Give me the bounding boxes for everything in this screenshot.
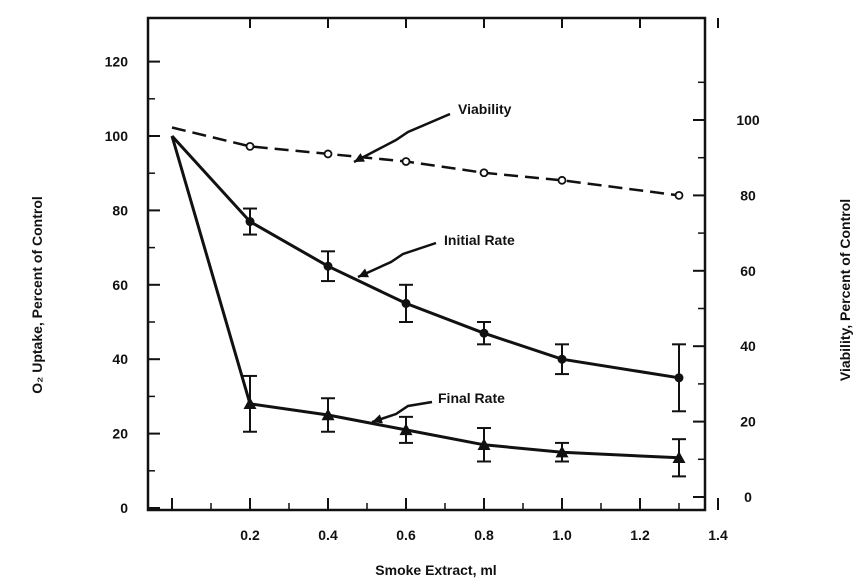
y-tick-label: 40 xyxy=(112,351,128,367)
annotation-viability: Viability xyxy=(458,101,512,117)
initial-rate-arrow xyxy=(357,241,437,279)
x-tick-label: 0.6 xyxy=(396,527,416,543)
y2-tick-label: 60 xyxy=(740,263,756,279)
y-tick-label: 20 xyxy=(112,426,128,442)
y2-tick-label: 100 xyxy=(736,112,760,128)
data-point-initial-rate xyxy=(323,261,333,271)
data-point-viability xyxy=(323,149,333,159)
y-tick-label: 100 xyxy=(105,128,129,144)
annotation-final-rate: Final Rate xyxy=(438,390,505,406)
data-point-final-rate xyxy=(321,408,335,421)
series-line-2 xyxy=(170,135,680,460)
data-point-viability xyxy=(479,168,489,178)
data-point-final-rate xyxy=(477,438,491,450)
y2-tick-label: 80 xyxy=(740,187,756,203)
data-point-initial-rate xyxy=(479,328,489,338)
series-line-1 xyxy=(170,134,680,380)
y-axis-ticks: 0 20 40 60 80 100 120 xyxy=(105,54,160,516)
y2-axis-ticks: 0 20 40 60 80 100 xyxy=(693,81,760,505)
data-point-viability xyxy=(674,190,684,200)
data-point-initial-rate xyxy=(245,217,255,227)
x-tick-label: 1.0 xyxy=(552,527,572,543)
data-point-initial-rate xyxy=(674,373,684,383)
x-tick-label: 0.4 xyxy=(318,527,338,543)
x-axis-title: Smoke Extract, ml xyxy=(375,562,496,578)
data-point-viability xyxy=(557,175,567,185)
data-point-final-rate xyxy=(555,445,569,458)
series-line-0 xyxy=(171,126,680,197)
y-axis-title: O₂ Uptake, Percent of Control xyxy=(29,196,45,394)
final-rate-arrow-head xyxy=(372,414,383,424)
y2-tick-label: 20 xyxy=(740,414,756,430)
x-tick-label: 1.2 xyxy=(630,527,650,543)
viability-arrow-head xyxy=(354,153,365,162)
viability-arrow xyxy=(353,112,451,164)
data-point-final-rate xyxy=(672,451,686,463)
y-tick-label: 60 xyxy=(112,277,128,293)
x-tick-label: 1.4 xyxy=(708,527,728,543)
y2-tick-label: 0 xyxy=(744,489,752,505)
plot-border xyxy=(146,16,707,512)
series-layer xyxy=(170,126,686,478)
y2-tick-label: 40 xyxy=(740,338,756,354)
x-axis-ticks: 0.2 0.4 0.6 0.8 1.0 1.2 1.4 xyxy=(171,18,728,543)
data-point-final-rate xyxy=(243,397,257,409)
data-point-viability xyxy=(245,141,255,151)
y2-axis-title: Viability, Percent of Control xyxy=(837,199,853,381)
annotation-initial-rate: Initial Rate xyxy=(444,232,515,248)
y-tick-label: 80 xyxy=(112,202,128,218)
plot-frame xyxy=(146,16,707,512)
data-point-initial-rate xyxy=(557,354,567,364)
initial-rate-arrow-head xyxy=(358,268,369,278)
x-tick-label: 0.2 xyxy=(240,527,260,543)
y-tick-label: 0 xyxy=(120,500,128,516)
final-rate-arrow xyxy=(371,400,433,424)
data-point-viability xyxy=(401,157,411,166)
annotation-layer xyxy=(353,112,451,424)
y-tick-label: 120 xyxy=(105,54,129,70)
x-tick-label: 0.8 xyxy=(474,527,494,543)
data-point-initial-rate xyxy=(401,298,411,308)
data-point-final-rate xyxy=(399,423,413,436)
